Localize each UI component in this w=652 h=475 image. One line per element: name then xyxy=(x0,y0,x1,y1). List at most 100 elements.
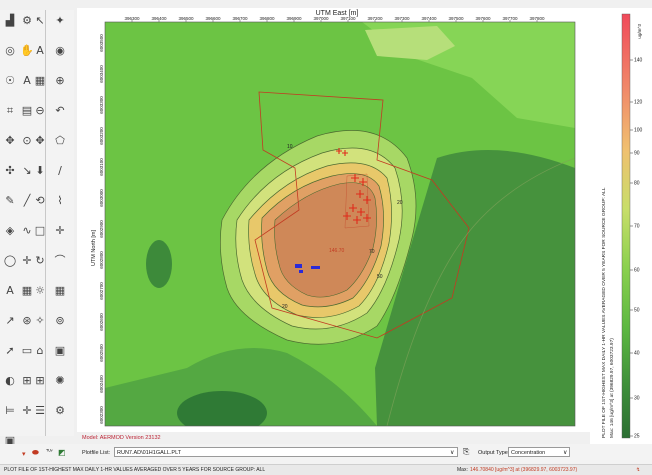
output-chevron-icon[interactable]: ∨ xyxy=(563,450,568,456)
pan-icon[interactable]: ✥ xyxy=(5,134,15,147)
colorbar-unit: ug/m^3 xyxy=(637,24,642,39)
receptor-cluster xyxy=(295,264,320,273)
image-icon[interactable]: ▣ xyxy=(54,344,66,357)
colorbar-tick-label: 90 xyxy=(634,151,640,157)
x-tick-label: 396300 xyxy=(124,16,140,21)
receptor-icon[interactable]: ✛ xyxy=(55,224,65,237)
brush-icon[interactable]: ✎ xyxy=(5,194,15,207)
windrose-icon[interactable]: ✺ xyxy=(55,374,65,387)
lasso-icon[interactable]: ⟲ xyxy=(35,194,45,207)
arc-icon[interactable]: ⌒ xyxy=(54,254,66,267)
x-tick-label: 397700 xyxy=(502,16,518,21)
ruler-icon[interactable]: ⊨ xyxy=(5,404,15,417)
globe-icon[interactable]: ◎ xyxy=(5,44,15,57)
font-icon[interactable]: A xyxy=(23,74,31,87)
facility-boundary xyxy=(254,91,470,339)
y-axis: 6003500 6003400 6003300 6003200 6003100 60030… xyxy=(99,34,104,424)
chart-icon[interactable]: ▟ xyxy=(5,14,15,27)
cursor-icon[interactable]: ↘ xyxy=(22,164,32,177)
cross-icon[interactable]: ✛ xyxy=(22,254,32,267)
save-icon[interactable]: ▣ xyxy=(4,434,16,447)
target-2-icon[interactable]: ⊚ xyxy=(55,314,65,327)
x-tick-label: 397200 xyxy=(367,16,383,21)
compass-rose-icon[interactable]: ✧ xyxy=(35,314,45,327)
target-icon[interactable]: ⊙ xyxy=(22,134,32,147)
print-icon[interactable]: ▤ xyxy=(21,104,33,117)
x-axis: 396300 396400 396500 396600 396700 396800 3969… xyxy=(124,16,545,23)
line-color-icon[interactable]: ∕ xyxy=(58,164,62,177)
export-icon[interactable]: ⎘ xyxy=(463,447,470,456)
grid-table-icon[interactable]: ▦ xyxy=(54,284,66,297)
arrow-icon[interactable]: ↗ xyxy=(5,314,15,327)
y-tick-label: 6003300 xyxy=(99,96,104,114)
terrain-icon[interactable]: ◩ xyxy=(58,448,66,457)
legend-icon[interactable]: ▭ xyxy=(21,344,33,357)
contour-label-10: 10 xyxy=(287,144,293,150)
zoom-in-icon[interactable]: ⊕ xyxy=(55,74,65,87)
contour-label-20: 20 xyxy=(397,200,403,206)
y-tick-label: 6003000 xyxy=(99,189,104,207)
layers-icon[interactable]: ⚙ xyxy=(22,14,32,27)
hand-icon[interactable]: ✋ xyxy=(20,44,34,57)
scale-icon[interactable]: ◐ xyxy=(5,374,15,387)
output-type-select[interactable]: Concentration xyxy=(508,447,570,457)
rectangle-icon[interactable]: □ xyxy=(34,224,46,237)
text-frame-icon[interactable]: A xyxy=(36,44,44,57)
contour-fill-dark-left xyxy=(146,240,172,288)
plotfile-label: Plotfile List: xyxy=(82,450,111,456)
y-tick-label: 6002500 xyxy=(99,344,104,362)
curve-icon[interactable]: ∿ xyxy=(22,224,32,237)
grid-2-icon[interactable]: ⊞ xyxy=(35,374,45,387)
redo-icon[interactable]: ↻ xyxy=(35,254,45,267)
view-dropdown-icon[interactable]: ▾ xyxy=(22,451,26,458)
building-icon[interactable]: ⌂ xyxy=(36,344,44,357)
colorbar-title: PLOT FILE OF 1ST-HIGHEST MAX DAILY 1-HR … xyxy=(601,187,607,438)
cross-2-icon[interactable]: ✛ xyxy=(22,404,32,417)
colorbar-tick-label: 120 xyxy=(634,100,643,106)
contour-label-20b: 20 xyxy=(282,304,288,310)
polygon-icon[interactable]: ⬠ xyxy=(55,134,65,147)
chevron-down-icon[interactable]: ∨ xyxy=(450,450,455,456)
status-bar: PLOT FILE OF 1ST-HIGHEST MAX DAILY 1-HR … xyxy=(0,464,652,475)
camera-icon[interactable]: ◉ xyxy=(55,44,65,57)
status-text: PLOT FILE OF 1ST-HIGHEST MAX DAILY 1-HR … xyxy=(4,467,266,473)
tuv-icon[interactable]: ᵀᵁᵛ xyxy=(46,449,53,455)
y-tick-label: 6003100 xyxy=(99,158,104,176)
building-outline xyxy=(344,173,370,229)
x-axis-title: UTM East [m] xyxy=(316,10,359,17)
region-icon[interactable]: ◈ xyxy=(5,224,15,237)
zoom-out-icon[interactable]: ⊖ xyxy=(35,104,45,117)
source-icon[interactable]: ⬬ xyxy=(32,448,39,457)
circle-icon[interactable]: ◯ xyxy=(3,254,17,267)
x-tick-label: 397400 xyxy=(421,16,437,21)
frame-icon[interactable]: ⌗ xyxy=(6,104,14,117)
paint-icon[interactable]: ⬇ xyxy=(35,164,45,177)
contour-fill-dark xyxy=(375,150,575,426)
polyline-icon[interactable]: ⌇ xyxy=(57,194,63,207)
y-axis-title: UTM North [m] xyxy=(91,230,97,267)
map-icon[interactable]: ⊞ xyxy=(22,374,32,387)
contour-icon[interactable]: ☉ xyxy=(5,74,15,87)
move-all-icon[interactable]: ✣ xyxy=(5,164,15,177)
bottom-controls: ▾ ⬬ ᵀᵁᵛ ◩ Plotfile List: RUN7.AD\01H1GAL… xyxy=(0,444,652,464)
x-tick-label: 397100 xyxy=(340,16,356,21)
plotfile-select[interactable]: RUN7.AD\01H1GALL.PLT xyxy=(114,447,458,457)
x-tick-label: 396900 xyxy=(286,16,302,21)
star-icon[interactable]: ✦ xyxy=(55,14,65,27)
x-tick-label: 397000 xyxy=(313,16,329,21)
sun-icon[interactable]: ☼ xyxy=(35,284,45,297)
undo-icon[interactable]: ↶ xyxy=(55,104,65,117)
grid-icon[interactable]: ▦ xyxy=(34,74,46,87)
line-icon[interactable]: ╱ xyxy=(23,194,31,207)
north-arrow-icon[interactable]: ➚ xyxy=(5,344,15,357)
settings-icon[interactable]: ⚙ xyxy=(55,404,65,417)
bars-icon[interactable]: ☰ xyxy=(35,404,45,417)
text-icon[interactable]: A xyxy=(6,284,14,297)
x-tick-label: 397800 xyxy=(529,16,545,21)
compass-icon[interactable]: ⊛ xyxy=(22,314,32,327)
map-view[interactable]: UTM East [m] 396300 396400 396500 396600 396… xyxy=(77,8,590,432)
move-icon[interactable]: ✥ xyxy=(35,134,45,147)
pointer-icon[interactable]: ↖ xyxy=(35,14,45,27)
y-tick-label: 6002300 xyxy=(99,406,104,424)
table-icon[interactable]: ▦ xyxy=(21,284,33,297)
